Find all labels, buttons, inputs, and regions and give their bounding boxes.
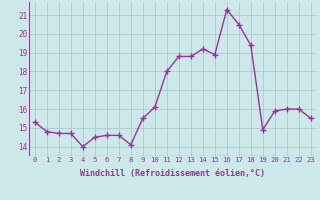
X-axis label: Windchill (Refroidissement éolien,°C): Windchill (Refroidissement éolien,°C) [80,169,265,178]
